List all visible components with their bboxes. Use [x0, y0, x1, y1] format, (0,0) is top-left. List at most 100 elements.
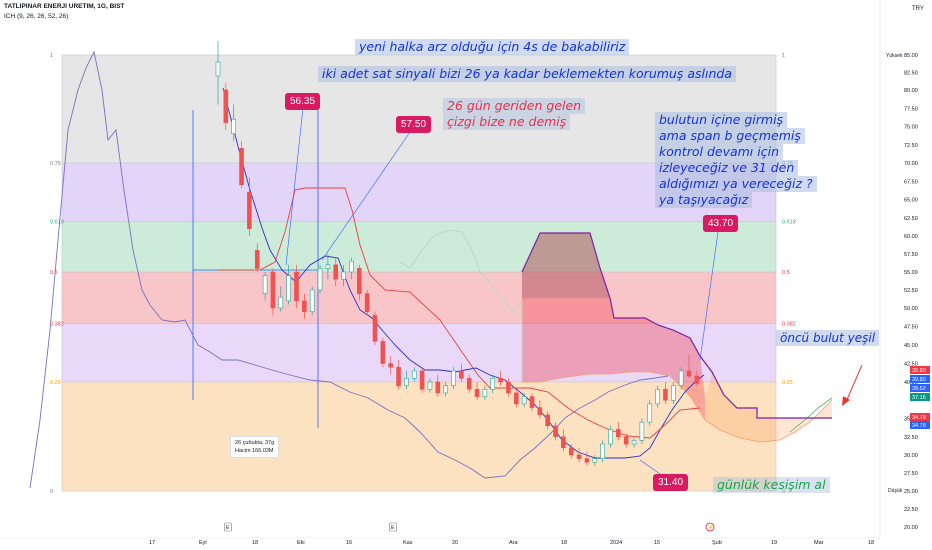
candle: [270, 268, 276, 316]
axis-price-tag-label: 39.80: [912, 368, 926, 374]
candle: [388, 356, 394, 375]
candle-body: [419, 370, 425, 390]
candle: [608, 425, 613, 448]
symbol-title: TATLIPINAR ENERJI URETIM, 1G, BIST: [4, 3, 125, 10]
candle: [286, 264, 291, 305]
candle: [239, 141, 244, 189]
price-tick: 32.50: [904, 435, 918, 441]
candle: [686, 354, 692, 379]
axis-price-tag: [910, 413, 930, 421]
price-tick: 42.50: [904, 362, 918, 368]
candle: [262, 272, 268, 301]
candle-body: [639, 421, 645, 441]
time-tick: 19: [771, 540, 777, 546]
candle-body: [655, 388, 660, 405]
candle: [576, 447, 582, 463]
candle-body: [333, 264, 339, 280]
price-tick: 50.00: [904, 306, 918, 312]
ichimoku-cloud: [522, 233, 833, 443]
measure-info-box: 26 çubukta, 37g Hacim 166.03M: [230, 436, 280, 458]
price-tick: 82.50: [904, 71, 918, 77]
candle-body: [215, 61, 221, 77]
measure-volume: Hacim 166.03M: [235, 448, 274, 454]
axis-price-tag: [910, 375, 930, 383]
candle-body: [521, 396, 527, 405]
candle: [568, 444, 574, 459]
low-label: Düşük: [888, 488, 903, 494]
candle: [419, 367, 425, 393]
candle-body: [443, 385, 448, 394]
candle-body: [356, 268, 362, 294]
candle-body: [223, 89, 229, 124]
candle: [309, 286, 315, 316]
candle: [616, 422, 621, 441]
price-tick: 65.00: [904, 198, 918, 204]
note-bulut-6: ya taşıyacağız: [655, 192, 753, 208]
candle: [561, 429, 566, 452]
candle: [631, 436, 637, 448]
candle-body: [309, 289, 315, 313]
fib-zone: [62, 272, 776, 324]
candles: [215, 41, 700, 466]
price-axis: 85.00 82.50 80.00 77.50 75.00 72.50 70.00 67.50…: [879, 0, 930, 538]
earnings-marker: [224, 522, 232, 532]
cloud-gray-segment: [522, 233, 610, 298]
candle-body: [482, 388, 488, 397]
price-tick: 22.50: [904, 507, 918, 513]
price-tick: 72.50: [904, 143, 918, 149]
axis-price-tag: [910, 393, 930, 401]
candle-body: [663, 388, 668, 401]
candle-body: [302, 300, 307, 312]
candle-body: [286, 275, 291, 302]
axis-price-tag-label: 39.80: [912, 377, 926, 383]
time-tick: Eki: [297, 540, 305, 546]
note-bulut-5: aldığımızı ya vereceğiz ?: [655, 176, 817, 192]
candle-body: [678, 370, 684, 386]
candle: [317, 264, 323, 294]
candle-body: [247, 191, 252, 229]
candle-body: [364, 293, 370, 313]
axis-price-tag: [910, 366, 930, 374]
candle: [231, 104, 236, 142]
fib-level-label-left: 0.25: [50, 380, 61, 386]
candle-body: [404, 377, 409, 386]
candle-body: [584, 458, 590, 463]
price-tick: 70.00: [904, 161, 918, 167]
candle-body: [349, 260, 354, 273]
candle-body: [686, 370, 692, 377]
candle: [372, 311, 378, 345]
tag-connectors: [285, 107, 863, 477]
candle: [356, 264, 362, 301]
candle-body: [498, 377, 503, 383]
dividend-marker: [705, 522, 715, 532]
earnings-marker-label: E: [391, 525, 395, 531]
candle: [443, 382, 448, 397]
candle: [694, 370, 700, 386]
price-tick: 57.50: [904, 252, 918, 258]
candle: [592, 455, 598, 466]
note-halka-arz: yeni halka arz olduğu için 4s de bakabil…: [355, 39, 630, 55]
high-label: Yüksek: [886, 53, 903, 59]
fib-level-label-right: 1: [782, 53, 785, 59]
candle-body: [553, 425, 558, 438]
candle-body: [568, 447, 574, 456]
candle-body: [561, 436, 566, 448]
candle: [545, 411, 551, 430]
candle-body: [411, 370, 417, 379]
candle-body: [647, 403, 653, 423]
candle-body: [325, 264, 331, 269]
cloud-bearish: [522, 233, 705, 420]
price-tick: 20.00: [904, 525, 918, 531]
candle: [553, 422, 558, 441]
price-tag-57-50: 57.50: [396, 116, 432, 133]
candle: [466, 374, 472, 393]
candle-body: [576, 454, 582, 459]
price-tick: 52.50: [904, 288, 918, 294]
candle: [670, 382, 676, 404]
fib-level-label-right: 0.5: [782, 270, 790, 276]
price-tick: 60.00: [904, 234, 918, 240]
candle: [678, 367, 684, 390]
candle: [459, 363, 464, 382]
